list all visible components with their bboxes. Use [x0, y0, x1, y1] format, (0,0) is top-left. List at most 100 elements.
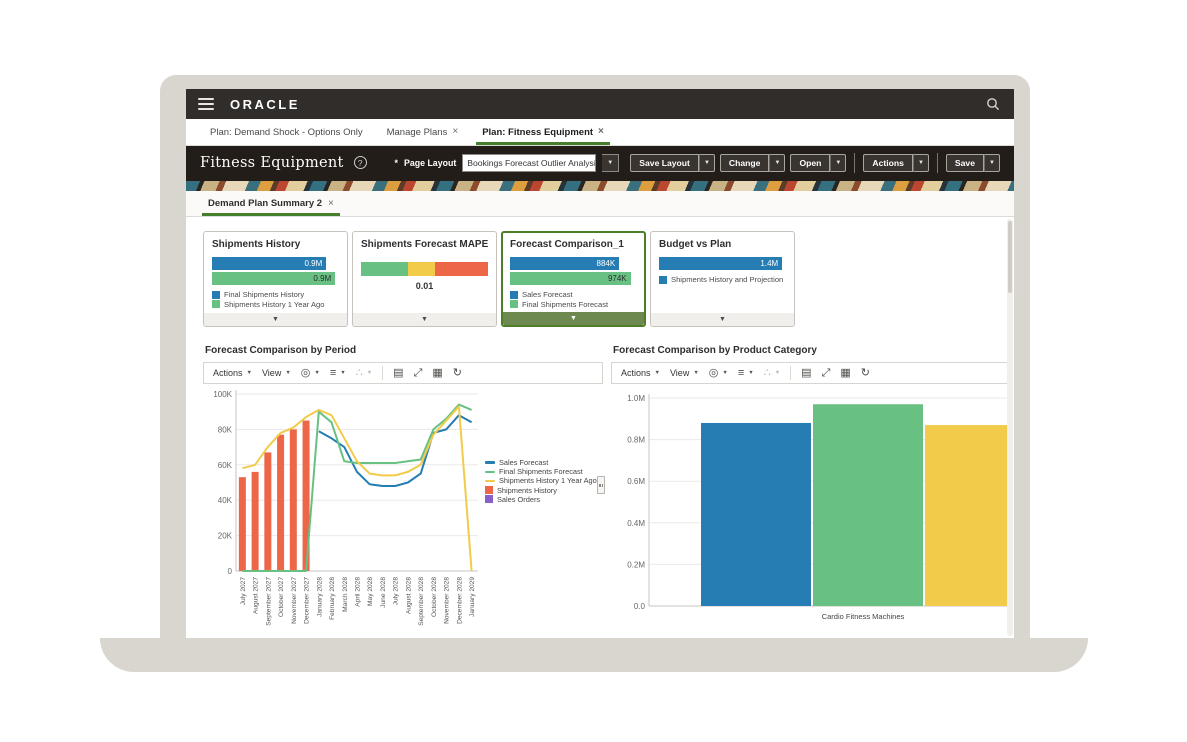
save-button[interactable]: Save [945, 153, 984, 172]
legend-item-shipments-history-1-year-ago[interactable]: Shipments History 1 Year Ago [485, 476, 600, 485]
legend-scrollbar[interactable] [597, 476, 605, 494]
view-menu[interactable]: View ▼ [262, 368, 291, 378]
legend-swatch [510, 300, 518, 309]
legend-item-sales-forecast[interactable]: Sales Forecast [485, 458, 600, 467]
page-header: Fitness Equipment ? * Page Layout Bookin… [186, 146, 1014, 179]
kpi-tile-3[interactable]: Budget vs Plan 1.4M Shipments History and … [650, 231, 795, 327]
hamburger-menu-icon[interactable] [198, 98, 214, 110]
help-icon[interactable]: ? [353, 156, 367, 169]
toolbar-divider [382, 366, 384, 380]
svg-text:November 2028: November 2028 [444, 577, 451, 624]
chevron-down-icon: ▼ [774, 370, 781, 376]
chart-type-icon-menu[interactable]: ◎ ▼ [301, 367, 320, 379]
chevron-down-icon[interactable]: ▼ [984, 153, 1000, 172]
actions-menu[interactable]: Actions ▼ [213, 368, 252, 378]
save-split-button: Save ▼ [945, 153, 1000, 172]
open-button[interactable]: Open [790, 153, 831, 172]
page-layout-select[interactable]: Bookings Forecast Outlier Analysis [462, 153, 597, 172]
tab-1[interactable]: Manage Plans × [375, 119, 471, 145]
svg-text:August 2027: August 2027 [253, 577, 260, 614]
tab-0[interactable]: Plan: Demand Shock - Options Only [198, 119, 375, 145]
change-button[interactable]: Change [719, 153, 770, 172]
close-icon[interactable]: × [452, 126, 459, 137]
tile-title: Shipments Forecast MAPE [361, 239, 489, 250]
chart-legend: Sales Forecast Final Shipments Forecast Sh… [485, 458, 600, 504]
page-layout-label: Page Layout [403, 157, 457, 168]
table-icon[interactable]: ▦ [432, 366, 443, 379]
page-title: Fitness Equipment [200, 154, 344, 171]
legend-swatch [485, 486, 493, 495]
expand-icon[interactable]: ⤢ [413, 366, 423, 379]
chart-type-icon-menu[interactable]: ◎ ▼ [709, 367, 728, 379]
actions-split-button: Actions ▼ [863, 153, 929, 172]
tile-expander[interactable]: ▼ [651, 313, 794, 326]
svg-text:0.4M: 0.4M [627, 519, 645, 528]
legend-swatch [659, 275, 667, 284]
legend-label: Shipments History and Projection [671, 275, 784, 284]
kpi-tiles-row: Shipments History 0.9M 0.9M Final Shipments… [203, 231, 997, 327]
tab-demand-plan-summary[interactable]: Demand Plan Summary 2 × [202, 191, 340, 216]
vertical-scrollbar[interactable] [1007, 219, 1013, 636]
chevron-down-icon: ▼ [722, 370, 728, 376]
svg-text:60K: 60K [218, 461, 233, 470]
svg-text:June 2028: June 2028 [380, 577, 387, 608]
legend-swatch [485, 479, 495, 483]
tile-expander[interactable]: ▼ [353, 313, 496, 326]
tile-legend: Final Shipments History Shipments History… [212, 290, 339, 309]
legend-label: Shipments History 1 Year Ago [499, 476, 597, 486]
chevron-down-icon[interactable]: ▼ [769, 153, 786, 172]
legend-item-sales-orders[interactable]: Sales Orders [485, 495, 600, 504]
gauge-segment [361, 262, 408, 276]
legend-label: Final Shipments Forecast [499, 467, 583, 477]
chevron-down-icon[interactable]: ▼ [912, 153, 929, 172]
open-split-button: Open ▼ [790, 153, 847, 172]
top-app-bar: ORACLE [186, 89, 1014, 119]
refresh-icon[interactable]: ↻ [452, 366, 463, 379]
legend-label: Final Shipments Forecast [522, 299, 609, 309]
format-icon-menu[interactable]: ≡ ▼ [330, 367, 346, 379]
save-layout-button[interactable]: Save Layout [630, 153, 699, 172]
header-button-group: Save Layout ▼ Change ▼ Open ▼ Actions ▼ Save ▼ [630, 152, 1000, 173]
kpi-tile-0[interactable]: Shipments History 0.9M 0.9M Final Shipments… [203, 231, 348, 327]
view-menu[interactable]: View ▼ [670, 368, 699, 378]
menu-label: View [669, 368, 690, 378]
export-icon[interactable]: ▤ [393, 366, 404, 379]
svg-text:January 2029: January 2029 [469, 577, 476, 617]
decorative-banner [186, 179, 1014, 191]
kpi-tile-2[interactable]: Forecast Comparison_1 884K 974K Sales Forec… [501, 231, 646, 327]
svg-text:September 2028: September 2028 [418, 577, 425, 626]
chart-title: Forecast Comparison by Product Category [613, 345, 817, 356]
network-icon-menu: ∴ ▼ [764, 367, 781, 379]
close-icon[interactable]: × [328, 198, 334, 209]
svg-text:1.0M: 1.0M [627, 394, 645, 403]
export-icon[interactable]: ▤ [801, 366, 812, 379]
svg-text:April 2028: April 2028 [355, 577, 362, 607]
chevron-down-icon[interactable]: ▼ [830, 153, 847, 172]
kpi-tile-1[interactable]: Shipments Forecast MAPE 0.01 ▼ [352, 231, 497, 327]
tile-expander[interactable]: ▼ [204, 313, 347, 326]
tab-label: Manage Plans [386, 126, 448, 138]
legend-item-shipments-history[interactable]: Shipments History [485, 486, 600, 495]
svg-text:July 2027: July 2027 [240, 577, 247, 606]
tile-bars: 1.4M [659, 257, 786, 270]
close-icon[interactable]: × [598, 126, 604, 137]
actions-button[interactable]: Actions [863, 153, 913, 172]
period-chart-area: 0 20K 40K 60K 80K 100K July 2027 August 2027 Sep… [203, 386, 605, 638]
tile-bar: 0.9M [212, 257, 327, 270]
refresh-icon[interactable]: ↻ [860, 366, 871, 379]
tab-label: Plan: Fitness Equipment [482, 126, 594, 138]
actions-menu[interactable]: Actions ▼ [621, 368, 660, 378]
svg-text:January 2028: January 2028 [316, 577, 323, 617]
legend-item-final-shipments-forecast[interactable]: Final Shipments Forecast [485, 467, 600, 476]
change-split-button: Change ▼ [719, 153, 786, 172]
legend-item: Sales Forecast [510, 290, 637, 300]
expand-icon[interactable]: ⤢ [821, 366, 831, 379]
tab-2[interactable]: Plan: Fitness Equipment × [470, 119, 616, 145]
format-icon-menu[interactable]: ≡ ▼ [738, 367, 754, 379]
table-icon[interactable]: ▦ [840, 366, 851, 379]
tile-bar: 884K [510, 257, 620, 270]
page-layout-caret-icon[interactable]: ▼ [602, 153, 620, 172]
chevron-down-icon[interactable]: ▼ [698, 153, 715, 172]
tile-expander[interactable]: ▼ [503, 312, 644, 325]
search-icon[interactable] [984, 95, 1002, 113]
